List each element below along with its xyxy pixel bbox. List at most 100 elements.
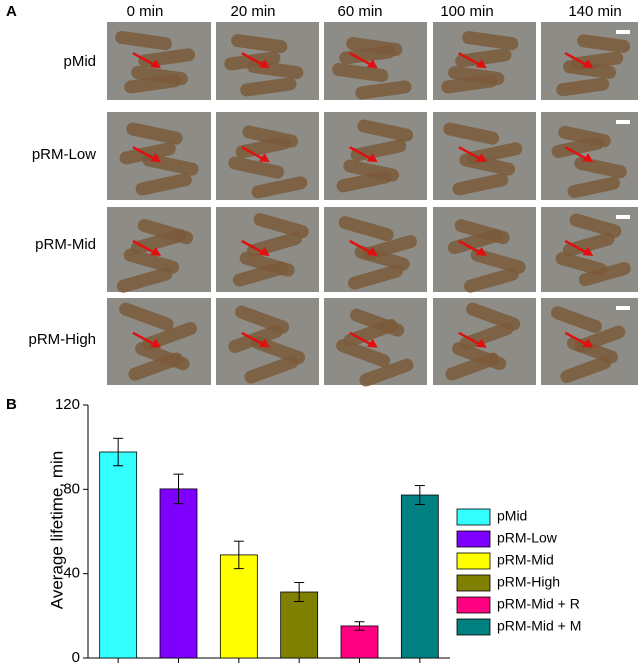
panel-label: B (6, 396, 17, 413)
arrow-head (582, 338, 594, 348)
y-tick-label: 80 (63, 480, 80, 497)
scale-bar (616, 306, 630, 310)
cell (124, 74, 182, 94)
row-label: pMid (63, 53, 96, 70)
arrow (458, 331, 482, 346)
cell (343, 319, 398, 348)
cell (359, 358, 414, 387)
cell (347, 264, 403, 290)
arrow-head (582, 153, 594, 163)
arrow (349, 52, 373, 67)
cell (116, 267, 173, 293)
cell (447, 229, 503, 255)
legend-swatch (456, 574, 491, 592)
cell (339, 45, 396, 65)
arrow (241, 52, 265, 67)
cell (357, 119, 414, 142)
cell (119, 142, 176, 165)
arrow (564, 331, 588, 346)
arrow-head (475, 247, 487, 256)
arrow (132, 239, 156, 255)
cell (441, 74, 498, 94)
column-header: 20 min (230, 3, 275, 20)
arrow-head (582, 247, 594, 256)
cell (443, 122, 500, 145)
cell (452, 173, 509, 196)
scale-bar (616, 30, 630, 34)
legend-swatch (456, 508, 491, 526)
column-header: 0 min (127, 3, 164, 20)
cell (560, 356, 612, 383)
cell (355, 80, 412, 100)
cell (463, 267, 519, 293)
column-header: 140 min (568, 3, 621, 20)
cell (569, 213, 622, 238)
legend-label: pRM-Mid + M (497, 618, 581, 634)
cell (135, 173, 192, 196)
arrow (458, 239, 482, 255)
cell (253, 213, 309, 239)
bar (340, 625, 379, 659)
arrow-head (366, 247, 378, 256)
arrow (349, 331, 373, 346)
arrow-head (366, 338, 378, 348)
arrow (132, 52, 156, 67)
arrow-head (258, 247, 270, 256)
legend-label: pRM-Low (497, 530, 558, 546)
arrow-head (150, 59, 161, 69)
cell (578, 262, 631, 287)
arrow (349, 239, 373, 255)
arrow (349, 146, 373, 161)
cell (556, 77, 610, 97)
cell (251, 176, 308, 199)
cell (240, 77, 297, 97)
legend-swatch (456, 596, 491, 614)
cell (128, 352, 184, 381)
arrow (132, 146, 156, 161)
arrow (241, 146, 265, 161)
arrow (564, 52, 588, 67)
legend-label: pRM-High (497, 574, 560, 590)
scale-bar (616, 215, 630, 219)
cell (244, 355, 299, 384)
cell (455, 48, 512, 68)
micrograph-grid: 0 min 20 min 60 min 100 min 140 min pMid pRM-L… (28, 3, 638, 387)
arrow-head (258, 338, 270, 348)
cell (231, 34, 288, 54)
arrow-head (366, 59, 378, 69)
y-tick-label: 0 (72, 649, 80, 666)
cell (459, 153, 516, 176)
cell (115, 30, 172, 51)
scale-bar (616, 120, 630, 124)
cell (232, 261, 288, 287)
legend-swatch (456, 618, 491, 636)
y-tick-label: 120 (55, 396, 80, 413)
arrow-head (258, 59, 270, 69)
bar (99, 451, 138, 659)
cell (562, 232, 615, 257)
cell (235, 136, 292, 159)
panel-label: A (6, 3, 17, 20)
cell (119, 302, 174, 331)
legend-label: pRM-Mid + R (497, 596, 580, 612)
legend-swatch (456, 552, 491, 570)
cell (551, 306, 602, 334)
arrow-head (366, 153, 378, 163)
arrow-head (150, 338, 161, 348)
arrow (564, 146, 588, 161)
arrow (458, 52, 482, 67)
row-label: pRM-Mid (35, 236, 96, 253)
cell (445, 352, 500, 381)
cell (126, 122, 183, 145)
arrow (241, 239, 265, 255)
cell (336, 170, 393, 193)
legend-label: pMid (497, 508, 527, 524)
arrow-head (150, 153, 161, 163)
cell (555, 252, 608, 277)
row-label: pRM-High (28, 331, 96, 348)
bar (219, 554, 258, 659)
cell (336, 339, 391, 368)
cell (332, 63, 389, 83)
